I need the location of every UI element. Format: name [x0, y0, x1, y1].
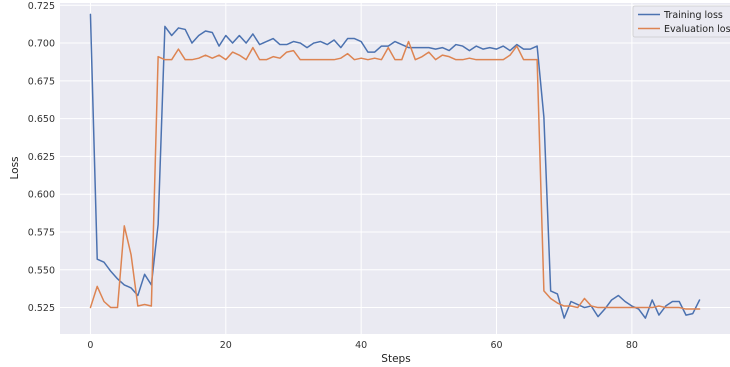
x-axis-label: Steps	[381, 353, 410, 365]
legend-label-evaluation: Evaluation loss	[664, 24, 730, 35]
series-line-training-loss	[89, 13, 701, 319]
x-tick-label: 60	[490, 340, 502, 351]
x-tick-label: 0	[87, 340, 93, 351]
x-tick-label: 20	[220, 340, 232, 351]
legend: Training loss Evaluation loss	[632, 5, 730, 38]
x-tick-label: 40	[355, 340, 367, 351]
y-tick-label: 0.575	[28, 227, 55, 238]
y-tick-label: 0.550	[28, 265, 55, 276]
y-tick-label: 0.725	[28, 1, 55, 12]
series-line-evaluation-loss	[89, 40, 701, 310]
x-tick-label: 80	[626, 340, 638, 351]
y-tick-label: 0.700	[28, 39, 55, 50]
series-lines	[89, 13, 701, 319]
y-tick-label: 0.650	[28, 114, 55, 125]
tick-labels: 0 20 40 60 80 0.525 0.550 0.575 0.600 0.625 0.650 0…	[28, 1, 638, 351]
y-tick-label: 0.675	[28, 76, 55, 87]
y-tick-label: 0.625	[28, 152, 55, 163]
y-axis-label: Loss	[9, 156, 21, 179]
y-tick-label: 0.525	[28, 303, 55, 314]
legend-label-training: Training loss	[663, 10, 723, 21]
y-tick-label: 0.600	[28, 190, 55, 201]
